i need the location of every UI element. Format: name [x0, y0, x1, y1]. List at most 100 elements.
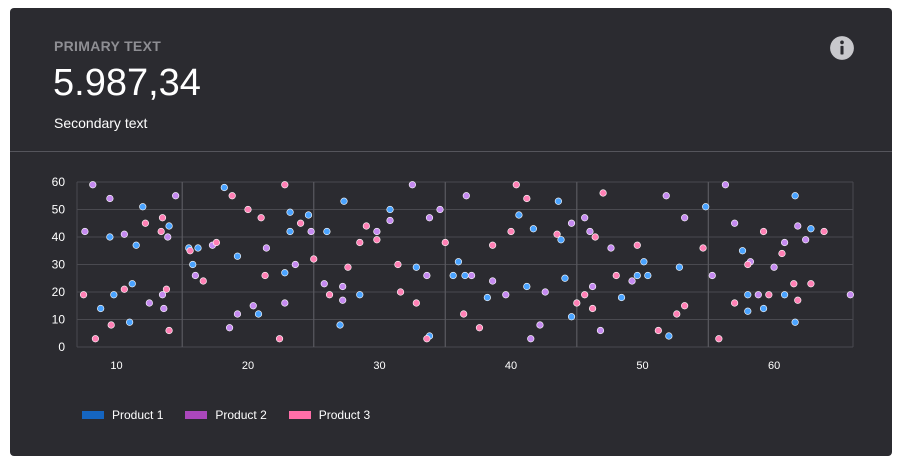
data-point-product-3 [373, 236, 381, 244]
info-icon[interactable] [829, 35, 855, 61]
legend-label: Product 1 [112, 408, 164, 422]
data-point-product-2 [502, 291, 510, 299]
data-point-product-1 [483, 293, 491, 302]
data-point-product-3 [744, 260, 752, 269]
data-point-product-1 [281, 269, 289, 277]
data-point-product-1 [254, 310, 263, 318]
data-point-product-1 [126, 318, 134, 326]
data-point-product-1 [106, 233, 114, 241]
chart-card: PRIMARY TEXT 5.987,34 Secondary text 0 10… [10, 8, 892, 456]
scatter-chart: 0 10 20 30 40 50 60 10 20 30 40 50 60 [52, 175, 854, 372]
data-point-product-1 [791, 192, 799, 200]
data-point-product-3 [281, 181, 289, 189]
data-point-product-3 [310, 255, 318, 263]
data-point-product-1 [791, 318, 799, 326]
data-point-product-1 [233, 252, 242, 260]
data-point-product-3 [794, 296, 802, 304]
legend-swatch-product-2 [185, 411, 208, 419]
data-point-product-2 [781, 238, 789, 247]
data-point-product-2 [81, 227, 89, 236]
data-point-product-3 [778, 249, 786, 258]
data-point-product-2 [489, 277, 497, 285]
data-point-product-3 [807, 280, 815, 288]
legend-item-product-1[interactable]: Product 1 [82, 408, 163, 422]
data-point-product-3 [654, 326, 662, 335]
data-point-product-3 [460, 310, 468, 318]
data-point-product-2 [145, 299, 153, 307]
data-point-product-3 [165, 326, 173, 335]
data-point-product-1 [97, 304, 105, 313]
header-divider [10, 151, 892, 152]
data-point-product-1 [132, 241, 140, 249]
data-point-product-2 [754, 291, 762, 299]
main-value: 5.987,34 [53, 62, 201, 104]
data-point-product-2 [233, 310, 242, 318]
y-tick-label: 20 [52, 285, 66, 299]
data-point-product-3 [275, 335, 284, 343]
data-point-product-2 [89, 181, 97, 189]
legend-label: Product 3 [318, 408, 371, 422]
data-point-product-3 [157, 227, 165, 236]
data-point-product-2 [225, 324, 234, 332]
data-point-product-1 [412, 263, 420, 271]
data-point-product-2 [527, 335, 535, 343]
data-point-product-2 [662, 192, 670, 200]
data-point-product-2 [320, 280, 328, 288]
data-point-product-3 [396, 288, 405, 296]
data-point-product-2 [721, 181, 730, 189]
data-point-product-2 [408, 181, 416, 189]
legend-item-product-3[interactable]: Product 3 [288, 408, 371, 422]
data-point-product-1 [759, 304, 768, 313]
data-point-product-3 [612, 271, 620, 280]
data-point-product-3 [681, 302, 689, 310]
data-point-product-3 [212, 238, 221, 247]
data-point-product-1 [744, 307, 752, 315]
data-point-product-1 [165, 222, 173, 230]
data-point-product-3 [715, 335, 723, 343]
data-point-product-2 [373, 227, 381, 236]
data-point-product-2 [339, 282, 347, 291]
data-point-product-3 [356, 238, 364, 247]
data-point-product-3 [699, 244, 707, 252]
data-point-product-3 [199, 277, 207, 285]
data-point-product-2 [423, 271, 431, 280]
data-point-product-1 [386, 205, 394, 214]
data-point-product-2 [425, 214, 434, 222]
legend-item-product-2[interactable]: Product 2 [185, 408, 267, 422]
data-point-product-1 [807, 225, 815, 233]
data-point-product-2 [541, 288, 549, 296]
data-point-product-1 [128, 280, 136, 288]
data-point-product-1 [557, 236, 565, 244]
data-point-product-2 [191, 271, 199, 280]
data-point-product-1 [356, 291, 364, 299]
data-point-product-3 [261, 271, 269, 280]
data-point-product-3 [228, 192, 236, 200]
data-point-product-3 [244, 205, 252, 214]
data-point-product-3 [91, 335, 100, 343]
data-point-product-3 [790, 280, 798, 288]
data-point-product-1 [644, 271, 652, 280]
data-point-product-2 [846, 291, 854, 299]
data-point-product-2 [172, 192, 180, 200]
y-tick-label: 10 [52, 313, 66, 327]
data-point-product-1 [744, 291, 752, 299]
data-point-product-2 [607, 244, 615, 252]
data-point-product-2 [802, 236, 810, 244]
data-point-product-3 [158, 214, 167, 222]
x-tick-label: 30 [373, 360, 385, 372]
data-point-product-1 [617, 293, 626, 302]
data-point-product-3 [633, 241, 641, 249]
data-point-product-1 [286, 208, 294, 216]
data-point-product-3 [325, 291, 334, 299]
data-point-product-1 [286, 227, 294, 236]
data-point-product-1 [640, 258, 648, 266]
data-point-product-1 [633, 271, 641, 280]
data-point-product-3 [441, 238, 449, 247]
data-point-product-3 [731, 299, 739, 307]
data-point-product-3 [820, 227, 828, 236]
data-point-product-1 [454, 258, 463, 266]
data-point-product-3 [394, 260, 402, 269]
data-point-product-2 [307, 227, 315, 236]
data-point-product-1 [781, 291, 789, 299]
data-point-product-1 [340, 197, 348, 205]
